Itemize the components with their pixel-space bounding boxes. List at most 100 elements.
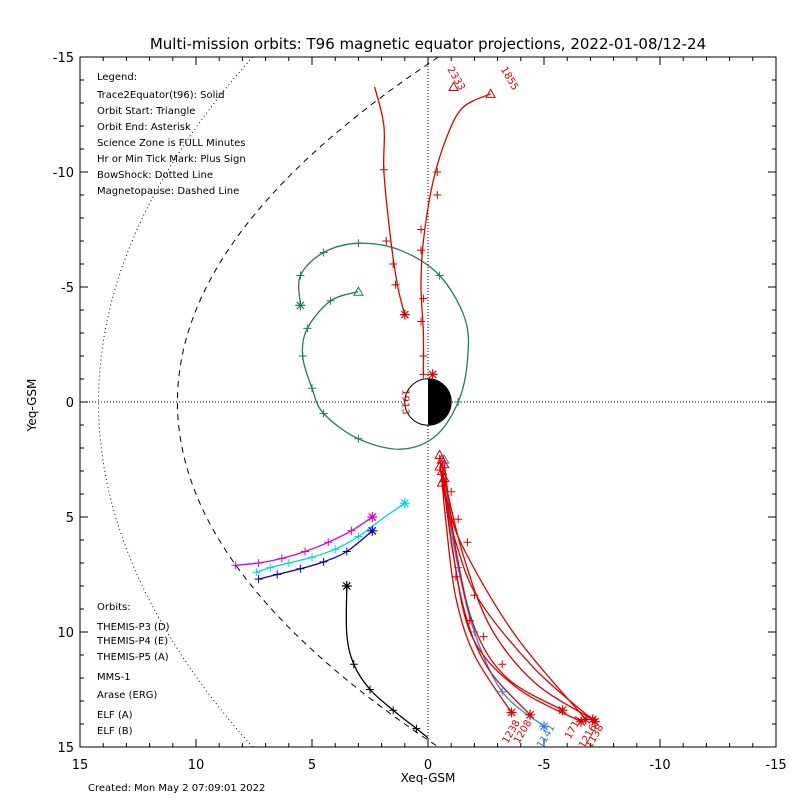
legend-line: Orbit Start: Triangle (97, 106, 195, 117)
elf-b-tick-mark (417, 225, 426, 234)
elf-b-end-marker (525, 709, 536, 720)
themis-p3-d-tick-mark (331, 545, 340, 554)
elf-b-tick-mark (389, 260, 398, 268)
themis-p5-a-tick-mark (254, 559, 263, 567)
elf-b-orbit-line (373, 86, 406, 315)
orbit-legend-item: THEMIS-P3 (D) (96, 622, 170, 633)
elf-b-tick-mark (498, 660, 507, 669)
elf-b-tick-mark (433, 191, 442, 199)
elf-b-end-marker (590, 716, 601, 727)
legend-line: Orbit End: Asterisk (97, 122, 191, 133)
arase-erg-tick-mark (298, 352, 307, 360)
created-footer: Created: Mon May 2 07:09:01 2022 (88, 783, 265, 794)
legend-heading: Legend: (97, 72, 137, 83)
x-axis-label: Xeq-GSM (401, 771, 456, 785)
x-tick-label: 0 (424, 758, 432, 773)
orbit-legend-item: THEMIS-P4 (E) (96, 636, 168, 647)
themis-p3-d-tick-mark (308, 553, 316, 562)
orbit-legend-item: ELF (A) (97, 710, 133, 721)
elf-b-tick-mark (454, 515, 463, 524)
legend-line: Trace2Equator(t96): Solid (96, 90, 225, 101)
orbit-legend-item: Arase (ERG) (97, 690, 158, 701)
arase-erg-tick-mark (454, 398, 463, 406)
themis-p4-e-series (254, 525, 378, 584)
time-label: 1141 (535, 723, 557, 751)
arase-erg-end-marker (295, 300, 306, 311)
y-tick-label: 0 (66, 396, 74, 411)
elf-b-tick-mark (419, 294, 428, 303)
x-tick-label: -10 (649, 758, 670, 773)
elf-b-start-marker (436, 465, 448, 476)
elf-b-orbit-line (438, 466, 587, 720)
elf-b-tick-mark (465, 616, 474, 625)
elf-b-orbit-line (420, 93, 491, 375)
elf-b-end-marker (557, 705, 568, 716)
elf-b-tick-mark (419, 352, 428, 360)
themis-p4-e-tick-mark (342, 547, 351, 556)
elf-b-tick-mark (470, 591, 479, 600)
arase-erg-tick-mark (354, 434, 363, 443)
x-tick-label: 5 (308, 758, 316, 773)
elf-b-end-marker (576, 716, 587, 727)
themis-p3-d-tick-mark (284, 559, 293, 567)
elf-b-tick-mark (463, 538, 472, 547)
elf-b-series (373, 81, 601, 727)
arase-erg-start-marker (353, 286, 364, 296)
mms-1-series (341, 581, 429, 739)
elf-b-end-marker (506, 707, 517, 718)
time-label: 2333 (445, 65, 467, 93)
elf-b-tick-mark (433, 168, 442, 176)
elf-a-end-marker (539, 721, 549, 732)
elf-b-tick-mark (379, 165, 388, 174)
y-tick-label: -5 (61, 281, 74, 296)
chart-title: Multi-mission orbits: T96 magnetic equat… (150, 35, 706, 53)
y-axis-label: Yeq-GSM (25, 379, 39, 433)
arase-erg-tick-mark (354, 239, 363, 248)
elf-b-tick-mark (417, 246, 426, 255)
elf-b-tick-mark (451, 572, 460, 581)
elf-a-series (438, 453, 549, 732)
themis-p3-d-series (252, 498, 410, 577)
elf-b-orbit-line (443, 477, 594, 720)
arase-erg-tick-mark (326, 296, 335, 305)
arase-erg-tick-mark (308, 384, 316, 393)
y-tick-label: -15 (53, 51, 74, 66)
time-label: 1855 (498, 65, 520, 93)
earth-layer (404, 378, 452, 426)
arase-erg-tick-mark (319, 248, 328, 257)
elf-b-tick-mark (382, 237, 391, 245)
themis-p3-d-orbit-line (256, 502, 406, 573)
elf-b-tick-mark (419, 370, 428, 379)
x-tick-label: -5 (538, 758, 551, 773)
elf-b-start-marker (485, 88, 496, 98)
y-tick-label: 10 (57, 626, 74, 641)
orbit-legend-item: ELF (B) (97, 726, 133, 737)
legend-block: Legend: Trace2Equator(t96): Solid Orbit … (96, 72, 246, 197)
legend-line: BowShock: Dotted Line (97, 170, 213, 181)
elf-b-start-marker (438, 458, 450, 469)
arase-erg-series (295, 239, 470, 450)
mms-1-end-marker (341, 581, 352, 591)
elf-a-tick-mark (470, 628, 479, 636)
elf-b-end-marker (580, 714, 591, 725)
elf-a-tick-mark (498, 687, 507, 696)
themis-p5-a-tick-mark (324, 538, 333, 547)
earth-nightside (428, 378, 452, 426)
series-layer (231, 81, 601, 739)
themis-p5-a-tick-mark (301, 547, 310, 556)
x-tick-label: 15 (72, 758, 89, 773)
elf-b-orbit-line (438, 454, 513, 713)
mms-1-tick-mark (389, 706, 398, 715)
arase-erg-tick-mark (435, 271, 444, 280)
themis-p3-d-tick-mark (354, 532, 363, 541)
arase-erg-tick-mark (296, 271, 305, 280)
legend-line: Hr or Min Tick Mark: Plus Sign (97, 154, 246, 165)
mms-1-tick-mark (366, 685, 374, 694)
orbit-legend-item: THEMIS-P5 (A) (96, 652, 169, 663)
orbits-legend: Orbits: THEMIS-P3 (D) THEMIS-P4 (E) THEM… (96, 602, 170, 737)
themis-p5-a-tick-mark (231, 561, 240, 570)
legend-line: Magnetopause: Dashed Line (97, 186, 239, 197)
themis-p5-a-tick-mark (347, 526, 356, 535)
arase-erg-tick-mark (303, 324, 312, 333)
orbit-legend-item: MMS-1 (97, 672, 131, 683)
